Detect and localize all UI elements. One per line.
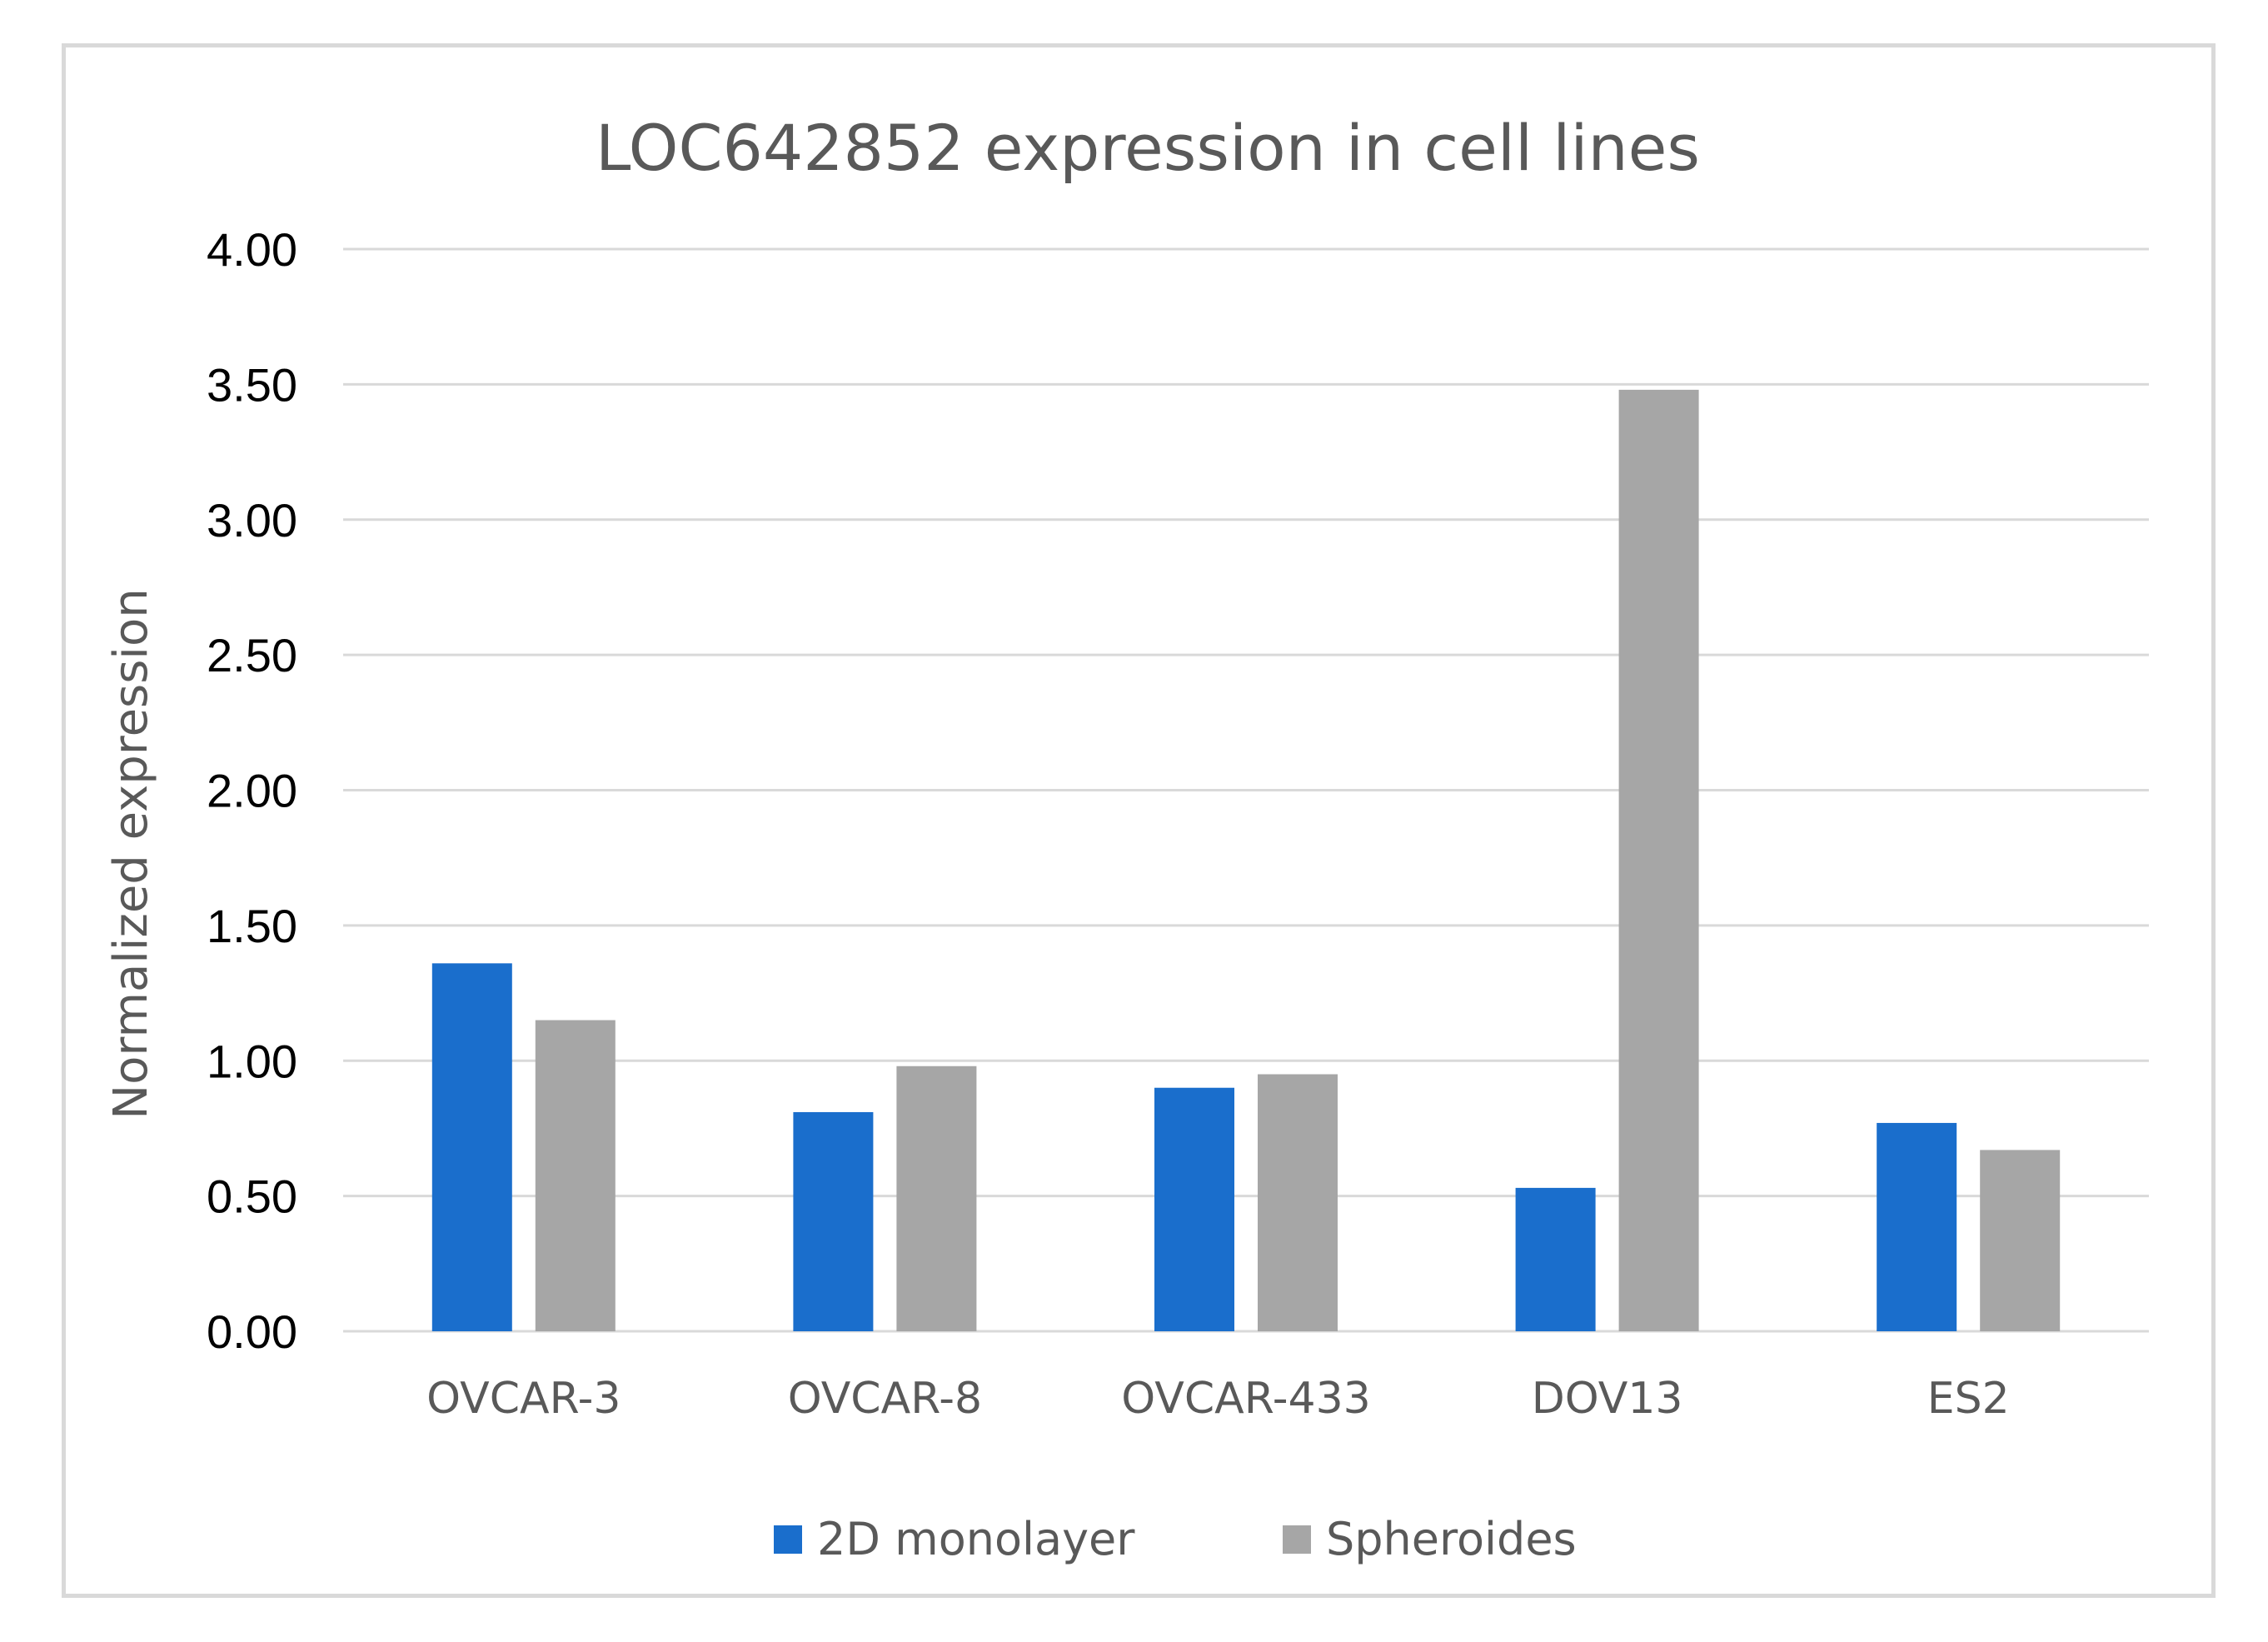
bars (431, 389, 2061, 1331)
bar-monolayer-ovcar-433 (1154, 1087, 1234, 1331)
legend-swatch (1283, 1525, 1311, 1554)
y-tick-label: 3.00 (207, 494, 297, 547)
bar-spheroides-ovcar-3 (535, 1020, 616, 1331)
bar-spheroides-dov13 (1618, 389, 1699, 1331)
bar-monolayer-es2 (1877, 1122, 1957, 1331)
legend-swatch (774, 1525, 802, 1554)
x-tick-label: OVCAR-3 (426, 1374, 621, 1424)
x-axis-ticks: OVCAR-3 OVCAR-8 OVCAR-433 DOV13 ES2 (426, 1374, 2010, 1424)
chart-frame (62, 43, 2216, 1598)
gridlines (343, 247, 2149, 1333)
bar-monolayer-dov13 (1515, 1187, 1596, 1331)
y-tick-label: 2.50 (207, 629, 297, 681)
y-tick-label: 4.00 (207, 223, 297, 276)
x-tick-label: DOV13 (1532, 1374, 1683, 1424)
y-tick-label: 1.50 (207, 900, 297, 952)
y-axis-ticks: 0.00 0.50 1.00 1.50 2.00 2.50 3.00 3.50 4.00 (207, 223, 297, 1358)
bar-monolayer-ovcar-3 (431, 963, 512, 1331)
bar-spheroides-ovcar-433 (1258, 1074, 1338, 1331)
y-tick-label: 0.50 (207, 1170, 297, 1223)
x-tick-label: OVCAR-8 (788, 1374, 982, 1424)
bar-spheroides-ovcar-8 (896, 1066, 977, 1331)
y-tick-label: 2.00 (207, 765, 297, 817)
bar-spheroides-es2 (1980, 1150, 2061, 1331)
chart-title: LOC642852 expression in cell lines (596, 111, 1700, 185)
legend-label: 2D monolayer (817, 1513, 1135, 1565)
legend: 2D monolayer Spheroides (774, 1513, 1577, 1565)
bar-monolayer-ovcar-8 (793, 1111, 874, 1331)
y-tick-label: 3.50 (207, 358, 297, 411)
x-tick-label: ES2 (1927, 1374, 2010, 1424)
y-axis-label: Normalized expression (104, 588, 158, 1119)
y-tick-label: 1.00 (207, 1035, 297, 1087)
x-tick-label: OVCAR-433 (1121, 1374, 1371, 1424)
y-tick-label: 0.00 (207, 1305, 297, 1358)
legend-label: Spheroides (1326, 1513, 1577, 1565)
